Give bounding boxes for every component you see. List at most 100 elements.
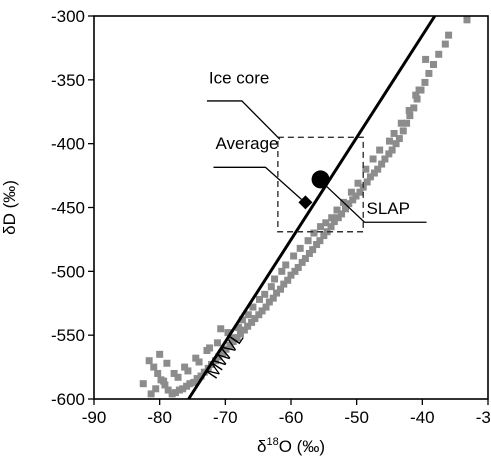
- average-marker: [298, 195, 313, 210]
- data-point: [349, 196, 357, 204]
- data-point: [290, 252, 298, 260]
- data-point: [374, 165, 382, 173]
- data-point: [342, 205, 350, 213]
- data-point: [273, 289, 281, 297]
- data-point: [244, 311, 252, 319]
- data-point: [291, 267, 299, 275]
- data-point: [215, 353, 223, 361]
- data-point: [211, 357, 219, 365]
- data-point: [181, 363, 189, 371]
- x-tick-label: -90: [82, 408, 107, 427]
- data-point: [413, 95, 421, 103]
- data-point: [226, 341, 234, 349]
- data-point: [269, 294, 277, 302]
- data-point: [338, 210, 346, 218]
- data-point: [174, 373, 182, 381]
- x-axis-title-sup: 18: [266, 436, 278, 448]
- x-axis-title: δ18O (‰): [257, 436, 325, 456]
- data-point: [301, 255, 309, 263]
- slap-label: SLAP: [367, 199, 410, 218]
- x-tick-label: -60: [279, 408, 304, 427]
- slap-leader: [325, 184, 427, 223]
- data-point: [267, 283, 275, 291]
- y-tick-label: -400: [51, 135, 85, 154]
- data-point: [271, 275, 279, 283]
- data-point: [352, 192, 360, 200]
- ice-core-box: [277, 136, 364, 233]
- mwvl-line: [187, 15, 437, 400]
- data-point: [213, 339, 221, 347]
- data-point: [347, 188, 355, 196]
- data-point: [378, 160, 386, 168]
- data-point: [168, 390, 176, 398]
- data-point: [244, 322, 252, 330]
- data-point: [435, 50, 443, 58]
- data-point: [217, 325, 225, 333]
- data-point: [385, 150, 393, 158]
- average-label: Average: [215, 134, 278, 153]
- data-point: [163, 359, 171, 367]
- average-leader: [213, 166, 302, 200]
- data-point: [362, 165, 370, 173]
- data-point: [328, 214, 336, 222]
- data-point: [390, 129, 398, 137]
- x-axis-title-suffix: O (‰): [279, 437, 325, 456]
- data-point: [305, 249, 313, 257]
- data-point: [156, 350, 164, 358]
- y-tick-label: -600: [51, 390, 85, 409]
- data-point: [219, 349, 227, 357]
- data-point: [236, 330, 244, 338]
- mwvl-label: MWVL: [203, 329, 247, 382]
- ice-core-label: Ice core: [209, 69, 269, 88]
- data-point: [160, 377, 168, 385]
- y-axis-ticks: -300 -350 -400 -450 -500 -550 -600: [51, 7, 94, 409]
- data-point: [192, 354, 200, 362]
- data-point: [296, 244, 304, 252]
- data-point: [397, 119, 405, 127]
- data-point: [392, 140, 400, 148]
- data-point: [183, 382, 191, 390]
- slap-marker: [311, 170, 330, 189]
- data-point: [152, 385, 160, 393]
- data-point: [415, 86, 423, 94]
- data-point: [441, 40, 449, 48]
- data-point: [366, 173, 374, 181]
- x-axis-title-prefix: δ: [257, 437, 266, 456]
- x-tick-label: -70: [213, 408, 238, 427]
- x-tick-label: -50: [344, 408, 369, 427]
- data-point: [229, 334, 237, 342]
- data-point: [322, 219, 330, 227]
- data-point: [406, 112, 414, 120]
- data-point: [463, 16, 471, 24]
- x-tick-label: -40: [410, 408, 435, 427]
- data-point: [249, 303, 257, 311]
- data-point: [240, 326, 248, 334]
- data-point: [161, 381, 169, 389]
- data-point: [229, 338, 237, 346]
- data-point: [197, 372, 205, 380]
- data-point: [403, 119, 411, 127]
- data-point: [278, 267, 286, 275]
- data-point: [421, 78, 429, 86]
- scatter-series: [139, 16, 471, 398]
- data-point: [369, 155, 377, 163]
- data-point: [327, 223, 335, 231]
- data-point: [147, 390, 155, 398]
- data-point: [175, 386, 183, 394]
- data-point: [265, 298, 273, 306]
- data-point: [376, 146, 384, 154]
- data-point: [316, 237, 324, 245]
- data-point: [190, 378, 198, 386]
- data-point: [170, 369, 178, 377]
- x-tick-label: -80: [147, 408, 172, 427]
- data-point: [320, 232, 328, 240]
- data-point: [287, 271, 295, 279]
- data-point: [234, 324, 242, 332]
- y-tick-label: -300: [51, 7, 85, 26]
- data-point: [317, 223, 325, 231]
- ice-core-box-group: [277, 136, 364, 233]
- data-point: [261, 290, 269, 298]
- data-point: [258, 307, 266, 315]
- data-point: [330, 218, 338, 226]
